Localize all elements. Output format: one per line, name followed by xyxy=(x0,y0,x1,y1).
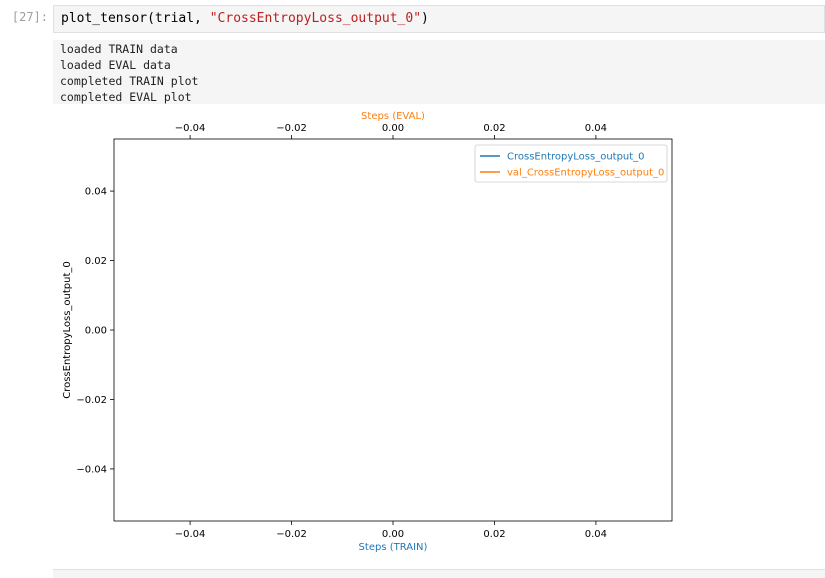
x-tick-label: −0.04 xyxy=(175,529,206,540)
x-tick-label: 0.02 xyxy=(483,529,505,540)
legend-box xyxy=(474,144,668,183)
x2-tick-label: 0.02 xyxy=(483,123,505,134)
x2-tick-label: −0.04 xyxy=(175,123,206,134)
output-line: loaded TRAIN data xyxy=(60,42,178,56)
cell-output-stream: loaded TRAIN data loaded EVAL data compl… xyxy=(53,40,825,104)
y-tick-label: −0.04 xyxy=(76,464,107,475)
y-tick-label: 0.00 xyxy=(85,326,107,337)
x-tick-label: 0.04 xyxy=(585,529,607,540)
output-line: completed TRAIN plot xyxy=(60,74,199,88)
output-line: loaded EVAL data xyxy=(60,58,171,72)
plot-frame xyxy=(113,138,673,522)
x-axis-label: Steps (TRAIN) xyxy=(359,542,428,553)
x2-tick-label: −0.02 xyxy=(276,123,307,134)
x2-tick-label: 0.04 xyxy=(585,123,607,134)
code-string-literal: "CrossEntropyLoss_output_0" xyxy=(209,11,422,26)
x2-axis-label: Steps (EVAL) xyxy=(361,111,425,122)
code-cell-input[interactable]: plot_tensor(trial, "CrossEntropyLoss_out… xyxy=(53,5,825,33)
legend-label: CrossEntropyLoss_output_0 xyxy=(507,152,645,163)
code-suffix: ) xyxy=(421,11,429,26)
x-tick-label: 0.00 xyxy=(382,529,404,540)
code-prefix: plot_tensor(trial, xyxy=(61,11,210,26)
output-line: completed EVAL plot xyxy=(60,90,192,104)
y-axis-label: CrossEntropyLoss_output_0 xyxy=(62,261,73,399)
x2-tick-label: 0.00 xyxy=(382,123,404,134)
y-tick-label: −0.02 xyxy=(76,395,107,406)
stream-text: loaded TRAIN data loaded EVAL data compl… xyxy=(60,41,198,105)
x-tick-label: −0.02 xyxy=(276,529,307,540)
next-code-cell[interactable] xyxy=(53,569,825,578)
y-tick-label: 0.02 xyxy=(85,256,107,267)
code-line: plot_tensor(trial, "CrossEntropyLoss_out… xyxy=(61,11,429,26)
legend-label: val_CrossEntropyLoss_output_0 xyxy=(507,168,664,179)
cell-prompt: [27]: xyxy=(11,10,48,24)
y-tick-label: 0.04 xyxy=(85,187,107,198)
